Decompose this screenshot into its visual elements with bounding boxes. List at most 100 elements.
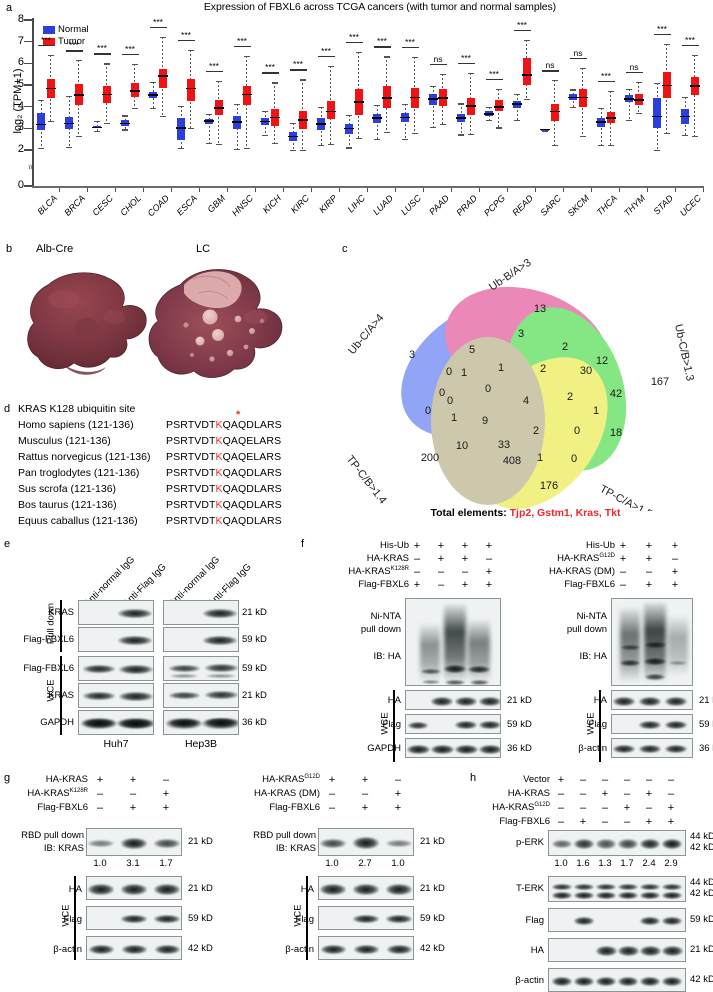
f-left-lane-1-row-0: + xyxy=(437,540,445,552)
y-axis-tick-label: 2 xyxy=(17,143,24,155)
panel-c-letter: c xyxy=(342,243,348,255)
blot-hep3b-1 xyxy=(163,627,239,652)
f-left-lane-2-row-2: – xyxy=(461,566,469,578)
blot-hep3b-2 xyxy=(163,656,239,681)
whisker-cap-upper xyxy=(327,65,335,67)
h-band-terk-b-3 xyxy=(618,891,638,899)
median-line xyxy=(316,123,326,125)
g-left-mw-2: 42 kD xyxy=(188,943,213,954)
lysine-residue: K xyxy=(215,419,223,431)
g-left-band-actin-0 xyxy=(88,944,114,954)
whisker-cap-lower xyxy=(37,148,45,150)
whisker-cap-upper xyxy=(215,81,223,83)
f-right-lane-1-row-3: + xyxy=(645,579,653,591)
svg-text:4: 4 xyxy=(523,395,529,407)
median-line xyxy=(466,105,476,108)
h-band-actin-5 xyxy=(662,976,682,986)
whisker-cap-upper xyxy=(411,56,419,59)
x-axis-tick xyxy=(171,188,172,192)
whisker-cap-lower xyxy=(579,135,587,137)
significance-marker: *** xyxy=(601,71,611,82)
h-quant-1: 1.6 xyxy=(576,858,590,869)
svg-text:12: 12 xyxy=(596,355,608,367)
g-right-lane-2-row-1: + xyxy=(394,788,402,800)
significance-marker: *** xyxy=(377,36,387,47)
boxplot-group: *** xyxy=(32,18,60,186)
median-line xyxy=(232,121,242,123)
significance-marker: *** xyxy=(209,61,219,72)
significance-bar xyxy=(317,55,335,57)
whisker-cap-lower xyxy=(625,119,633,121)
g-right-lane-0-row-2: – xyxy=(328,802,336,814)
g-right-mw-0: 21 kD xyxy=(420,883,445,894)
h-band-actin-1 xyxy=(574,976,594,986)
x-axis-line xyxy=(32,186,704,188)
g-left-quant-1: 3.1 xyxy=(126,858,140,869)
h-lane-0-row-0: + xyxy=(557,774,565,786)
f-left-lane-0-row-3: + xyxy=(413,579,421,591)
x-axis-tick xyxy=(507,188,508,192)
h-condition-label-1: HA-KRAS xyxy=(462,788,550,799)
g-right-pull-mw: 21 kD xyxy=(420,836,445,847)
median-line xyxy=(298,119,308,121)
whisker-cap-lower xyxy=(205,143,213,145)
boxplot-group: *** xyxy=(284,18,312,186)
y-axis-tick xyxy=(24,105,32,108)
whisker-cap-lower xyxy=(439,124,447,126)
h-band-perk-3 xyxy=(618,839,638,849)
sequence-prefix: PSRTVDT xyxy=(166,483,216,495)
svg-text:10: 10 xyxy=(456,440,468,452)
boxplot-group: *** xyxy=(172,18,200,186)
band-r2b xyxy=(644,642,666,648)
boxplot-group: ns xyxy=(564,18,592,186)
svg-text:2: 2 xyxy=(567,391,573,403)
median-line xyxy=(634,99,644,101)
band-wce-lane2 xyxy=(119,664,153,674)
smear-r3 xyxy=(668,617,688,675)
f-left-mw-0: 21 kD xyxy=(507,695,532,706)
whisker-cap-lower xyxy=(401,138,409,140)
g-left-lane-0-row-2: – xyxy=(96,802,104,814)
g-left-pull-mw: 21 kD xyxy=(188,836,213,847)
median-line xyxy=(596,121,606,124)
svg-text:167: 167 xyxy=(651,376,669,388)
f-right-lane-2-row-2: + xyxy=(671,566,679,578)
sequence-prefix: PSRTVDT xyxy=(166,499,216,511)
x-axis-tick xyxy=(227,188,228,192)
whisker-cap-upper xyxy=(625,88,633,91)
whisker-cap-upper xyxy=(345,114,353,117)
h-blot-2 xyxy=(548,908,686,932)
x-axis-tick xyxy=(647,188,648,192)
alignment-species-5: Bos taurus (121-136) xyxy=(18,499,117,511)
whisker-cap-upper xyxy=(47,55,55,57)
whisker-cap-lower xyxy=(523,99,531,101)
g-left-row-2: β-actin xyxy=(53,944,82,955)
lysine-residue: K xyxy=(215,467,223,479)
panel-a-boxplot: a Expression of FBXL6 across TCGA cancer… xyxy=(0,0,713,240)
svg-text:2: 2 xyxy=(562,341,568,353)
f-right-condition-label-2: HA-KRAS (DM) xyxy=(297,566,615,577)
blot-f-left-ninta xyxy=(405,598,501,686)
significance-bar xyxy=(625,71,643,73)
blot-f-right-2 xyxy=(611,738,693,758)
median-line xyxy=(372,117,382,119)
x-axis-tick xyxy=(199,188,200,192)
g-left-band-ha-0 xyxy=(88,883,114,895)
g-right-blot-1 xyxy=(318,906,414,930)
whisker-cap-upper xyxy=(569,89,577,91)
sequence-prefix: PSRTVDT xyxy=(166,467,216,479)
f-left-condition-name-2: HA-KRAS xyxy=(348,566,391,578)
whisker-cap-upper xyxy=(485,106,493,108)
box-tumor xyxy=(494,99,503,112)
g-right-band-ha-2 xyxy=(386,883,412,895)
g-left-quant-0: 1.0 xyxy=(93,858,107,869)
band-gapdh3 xyxy=(166,717,202,729)
f-right-mw-1: 59 kD xyxy=(699,719,713,730)
alignment-species-6: Equus caballus (121-136) xyxy=(18,515,138,527)
boxplot-group: ns xyxy=(424,18,452,186)
median-line xyxy=(326,110,336,113)
significance-marker: ns xyxy=(545,60,555,71)
h-band-terk-b-2 xyxy=(596,891,616,899)
f-left-condition-name-1: HA-KRAS xyxy=(366,553,409,564)
g-right-quant-2: 1.0 xyxy=(391,858,405,869)
